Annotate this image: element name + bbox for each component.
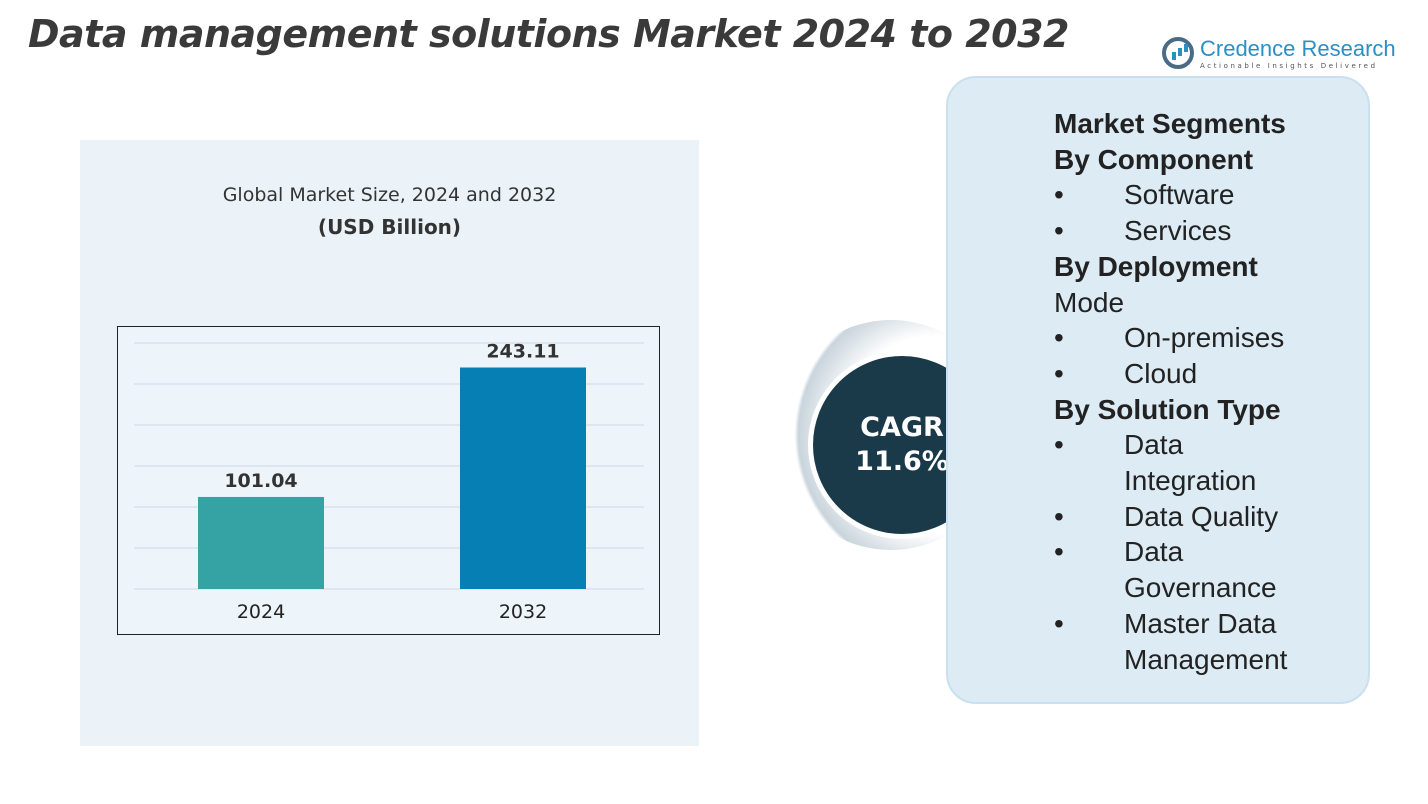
cagr-value: 11.6% [855, 446, 949, 477]
list-item: On-premises [1054, 320, 1334, 356]
credence-research-logo: Credence Research Actionable Insights De… [1162, 36, 1396, 70]
list-item: Data Quality [1054, 499, 1334, 535]
list-item: Cloud [1054, 356, 1334, 392]
x-tick-label: 2024 [237, 601, 285, 623]
bar-2032 [460, 367, 586, 589]
list-item: Data Governance [1054, 534, 1277, 605]
list-item: Data Integration [1054, 427, 1274, 498]
segments-heading: Market Segments [1054, 108, 1286, 139]
group-title-cont: Mode [1054, 286, 1125, 318]
logo-tagline: Actionable Insights Delivered [1200, 62, 1378, 70]
x-tick-label: 2032 [499, 601, 547, 623]
list-item: Master Data Management [1054, 606, 1334, 677]
bar-2024 [198, 496, 324, 589]
data-label: 101.04 [224, 470, 297, 492]
page-title: Data management solutions Market 2024 to… [28, 12, 1069, 56]
group-title: By Component [1054, 143, 1254, 175]
chart-frame: 101.04 2024 243.11 2032 [117, 326, 660, 635]
group-title: By Deployment [1054, 250, 1258, 282]
list-item: Software [1054, 177, 1334, 213]
chart-subtitle: (USD Billion) [317, 215, 462, 239]
logo-name: Credence Research [1200, 36, 1396, 61]
bar-chart: 101.04 2024 243.11 2032 [134, 340, 644, 623]
cagr-label: CAGR [860, 412, 944, 443]
logo-chart-icon [1162, 37, 1194, 69]
chart-title: Global Market Size, 2024 and 2032 [222, 184, 557, 206]
segments-list: Market Segments By Component Software Se… [1054, 106, 1334, 677]
data-label: 243.11 [486, 340, 559, 362]
group-title: By Solution Type [1054, 393, 1281, 425]
list-item: Services [1054, 213, 1334, 249]
